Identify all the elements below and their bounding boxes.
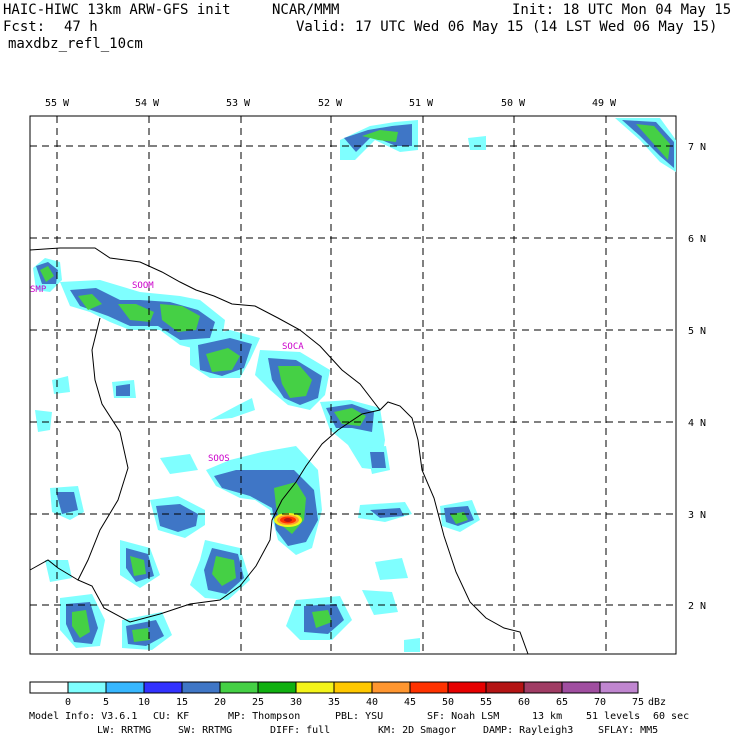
colorbar-swatch [67, 681, 107, 694]
colorbar-swatch [485, 681, 525, 694]
colorbar-tick-label: 25 [252, 697, 264, 708]
convective-core [274, 513, 302, 527]
colorbar-tick-label: 45 [404, 697, 416, 708]
colorbar-swatch [105, 681, 145, 694]
lat-label: 4 N [688, 418, 706, 429]
colorbar-swatch [447, 681, 487, 694]
diffusion-option: DIFF: full [270, 725, 331, 736]
colorbar-tick-label: 30 [290, 697, 302, 708]
grid-resolution: 13 km [532, 711, 563, 722]
surface-layer: SFLAY: MM5 [598, 725, 659, 736]
colorbar-tick-label: 15 [176, 697, 188, 708]
forecast-hours: 47 h [64, 19, 98, 35]
lon-label: 51 W [409, 98, 434, 109]
colorbar-swatch [219, 681, 259, 694]
model-info: Model Info: V3.6.1 [29, 711, 138, 722]
colorbar-tick-label: 20 [214, 697, 226, 708]
colorbar-tick-label: 65 [556, 697, 568, 708]
surface-scheme: SF: Noah LSM [427, 711, 500, 722]
shortwave-scheme: SW: RRTMG [178, 725, 233, 736]
damping-option: DAMP: Rayleigh3 [483, 725, 574, 736]
colorbar-swatch [333, 681, 373, 694]
eddy-coefficient: KM: 2D Smagor [378, 725, 457, 736]
colorbar-unit: dBz [648, 697, 666, 708]
lon-label: 50 W [501, 98, 526, 109]
cumulus-scheme: CU: KF [153, 711, 190, 722]
colorbar-swatch [143, 681, 183, 694]
colorbar-swatch [599, 681, 639, 694]
lon-label: 49 W [592, 98, 617, 109]
colorbar-swatch [257, 681, 297, 694]
colorbar-tick-label: 35 [328, 697, 340, 708]
init-time: Init: 18 UTC Mon 04 May 15 [512, 2, 732, 18]
vertical-levels: 51 levels [586, 711, 641, 722]
colorbar-tick-label: 50 [442, 697, 454, 708]
longitude-labels: 55 W 54 W 53 W 52 W 51 W 50 W 49 W [45, 98, 617, 109]
station-soom: SOOM [132, 281, 154, 291]
org-label: NCAR/MMM [272, 2, 340, 18]
colorbar-swatch [561, 681, 601, 694]
lat-label: 5 N [688, 326, 706, 337]
field-name: maxdbz_refl_10cm [8, 36, 143, 52]
colorbar-tick-label: 75 [632, 697, 644, 708]
time-step: 60 sec [653, 711, 690, 722]
longwave-scheme: LW: RRTMG [97, 725, 152, 736]
colorbar-tick-label: 10 [138, 697, 150, 708]
forecast-label: Fcst: [3, 19, 46, 35]
lat-label: 2 N [688, 601, 706, 612]
station-soca: SOCA [282, 342, 304, 352]
coastline [29, 247, 529, 655]
colorbar-swatch [29, 681, 69, 694]
colorbar-swatch [523, 681, 563, 694]
station-partial: SMP [30, 285, 47, 295]
colorbar-tick-label: 5 [103, 697, 109, 708]
lon-label: 54 W [135, 98, 160, 109]
colorbar-swatch [181, 681, 221, 694]
colorbar-tick-label: 55 [480, 697, 492, 708]
model-title: HAIC-HIWC 13km ARW-GFS init [3, 2, 231, 18]
reflectivity-echoes [33, 118, 676, 652]
lon-label: 55 W [45, 98, 70, 109]
colorbar-swatch [371, 681, 411, 694]
valid-time: Valid: 17 UTC Wed 06 May 15 (14 LST Wed … [296, 19, 718, 35]
microphysics-scheme: MP: Thompson [228, 711, 301, 722]
colorbar-tick-label: 60 [518, 697, 530, 708]
lat-label: 7 N [688, 142, 706, 153]
colorbar-swatch [295, 681, 335, 694]
lat-label: 6 N [688, 234, 706, 245]
colorbar-tick-label: 0 [65, 697, 71, 708]
colorbar-tick-label: 40 [366, 697, 378, 708]
pbl-scheme: PBL: YSU [335, 711, 384, 722]
lat-lon-grid [30, 116, 676, 654]
lon-label: 52 W [318, 98, 343, 109]
colorbar-tick-label: 70 [594, 697, 606, 708]
station-soos: SOOS [208, 454, 230, 464]
lon-label: 53 W [226, 98, 251, 109]
station-labels: SMP SOOM SOCA SOOS [30, 281, 304, 464]
latitude-labels: 7 N 6 N 5 N 4 N 3 N 2 N [688, 142, 706, 612]
colorbar-swatch [409, 681, 449, 694]
lat-label: 3 N [688, 510, 706, 521]
